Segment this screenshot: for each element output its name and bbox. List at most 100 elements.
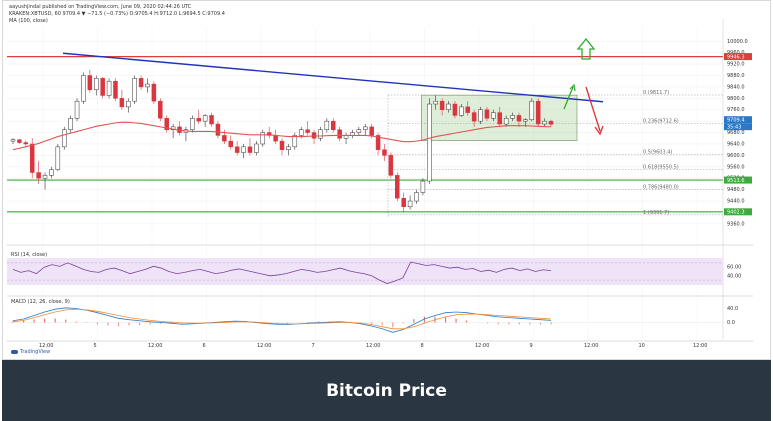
x-tick-label: 12:00 xyxy=(366,343,380,349)
candle-body xyxy=(94,78,99,91)
candle-body xyxy=(471,112,477,122)
rsi-line xyxy=(12,261,552,284)
candle-body xyxy=(535,100,541,125)
candle-body xyxy=(407,200,413,208)
candle-body xyxy=(260,132,266,145)
candle-body xyxy=(516,115,522,122)
level-price-label: 9513.6 xyxy=(727,178,745,184)
candle-body xyxy=(439,100,445,110)
candle-body xyxy=(382,149,387,156)
candle-body xyxy=(337,129,342,139)
y-tick-label: 9760.0 xyxy=(727,107,745,113)
candle-body xyxy=(100,78,105,96)
candle-body xyxy=(318,129,323,139)
candle-body xyxy=(286,146,291,150)
y-tick-label: 9560.0 xyxy=(727,164,745,170)
rsi-band xyxy=(7,258,723,285)
candle-body xyxy=(234,146,240,153)
x-tick-label: 12:00 xyxy=(693,343,707,349)
green-arrowhead-icon xyxy=(569,83,576,92)
candle-body xyxy=(529,100,535,120)
candle-body xyxy=(484,109,490,119)
y-tick-label: 9640.0 xyxy=(727,141,745,147)
candle-body xyxy=(369,126,374,136)
down-arrowhead-icon xyxy=(594,125,604,136)
macd-tick-label: 0.0 xyxy=(727,320,735,326)
candle-body xyxy=(119,98,125,108)
candle-body xyxy=(126,100,131,108)
candle-body xyxy=(138,78,144,88)
candle-body xyxy=(151,83,157,102)
signal-line xyxy=(12,308,552,330)
candle-body xyxy=(23,142,29,145)
candle-body xyxy=(247,146,253,153)
candle-body xyxy=(209,115,214,125)
candle-body xyxy=(29,143,35,173)
candle-body xyxy=(465,106,470,113)
y-tick-label: 9840.0 xyxy=(727,84,745,90)
candle-body xyxy=(279,140,285,150)
candle-body xyxy=(292,135,298,148)
candle-body xyxy=(503,118,509,125)
red-move-line xyxy=(585,86,601,132)
green-move-line xyxy=(563,86,574,110)
level-price-tag xyxy=(724,208,752,216)
candle-body xyxy=(74,100,80,119)
fib-level-label: 0 (9811.7) xyxy=(643,90,669,96)
candle-body xyxy=(266,132,272,136)
candle-body xyxy=(427,103,432,182)
level-price-label: 9402.3 xyxy=(727,210,745,216)
x-tick-label: 6 xyxy=(203,343,206,349)
x-tick-label: 9 xyxy=(530,343,533,349)
level-price-tag xyxy=(724,176,752,184)
price-panel-bg xyxy=(7,27,721,241)
candle-body xyxy=(202,115,208,122)
candle-body xyxy=(510,115,515,119)
candle-body xyxy=(36,172,41,179)
candle-body xyxy=(446,103,451,110)
fib-level-label: 0.236(9712.6) xyxy=(643,118,679,124)
rsi-tick-label: 40.00 xyxy=(727,273,741,279)
y-tick-label: 9920.0 xyxy=(727,62,745,68)
rsi-tick-label: 60.00 xyxy=(727,265,741,271)
candle-body xyxy=(241,146,246,153)
candle-body xyxy=(254,143,259,153)
trading-chart: 9360.09400.09440.09480.09520.09560.09600… xyxy=(2,0,771,360)
candle-body xyxy=(478,109,483,122)
fib-level-label: 0.5(9603.4) xyxy=(643,149,672,155)
candle-body xyxy=(388,155,394,176)
countdown-label: 35:43 xyxy=(727,125,741,131)
candle-body xyxy=(298,129,304,136)
y-tick-label: 9600.0 xyxy=(727,153,745,159)
candle-body xyxy=(87,75,93,91)
candle-body xyxy=(222,135,227,142)
candle-body xyxy=(17,139,22,143)
chart-canvas: 9360.09400.09440.09480.09520.09560.09600… xyxy=(7,19,753,349)
candle-body xyxy=(452,103,458,116)
macd-tick-label: 40.0 xyxy=(727,306,738,312)
ma100-line xyxy=(12,121,552,151)
candle-body xyxy=(106,80,112,96)
x-tick-label: 12:00 xyxy=(39,343,53,349)
y-tick-label: 9480.0 xyxy=(727,187,745,193)
caption-title: Bitcoin Price xyxy=(326,380,447,401)
x-tick-label: 10 xyxy=(639,343,645,349)
candle-body xyxy=(324,120,330,130)
cloud-icon xyxy=(11,350,18,354)
candle-body xyxy=(145,83,150,88)
y-tick-label: 9800.0 xyxy=(727,96,745,102)
candle-body xyxy=(164,118,169,130)
candle-body xyxy=(330,120,336,130)
candle-body xyxy=(196,118,201,122)
candle-body xyxy=(375,135,381,150)
countdown-tag xyxy=(724,123,752,131)
tradingview-logo[interactable]: TradingView xyxy=(11,349,50,355)
fib-level-label: 0.618(9550.5) xyxy=(643,165,679,171)
rsi-title: RSI (14, close) xyxy=(11,252,47,258)
x-tick-label: 7 xyxy=(312,343,315,349)
x-tick-label: 5 xyxy=(94,343,97,349)
candle-body xyxy=(228,140,234,148)
candle-body xyxy=(420,180,426,193)
candle-body xyxy=(42,175,48,179)
header-line-1: aayushjindal published on TradingView.co… xyxy=(9,4,192,10)
